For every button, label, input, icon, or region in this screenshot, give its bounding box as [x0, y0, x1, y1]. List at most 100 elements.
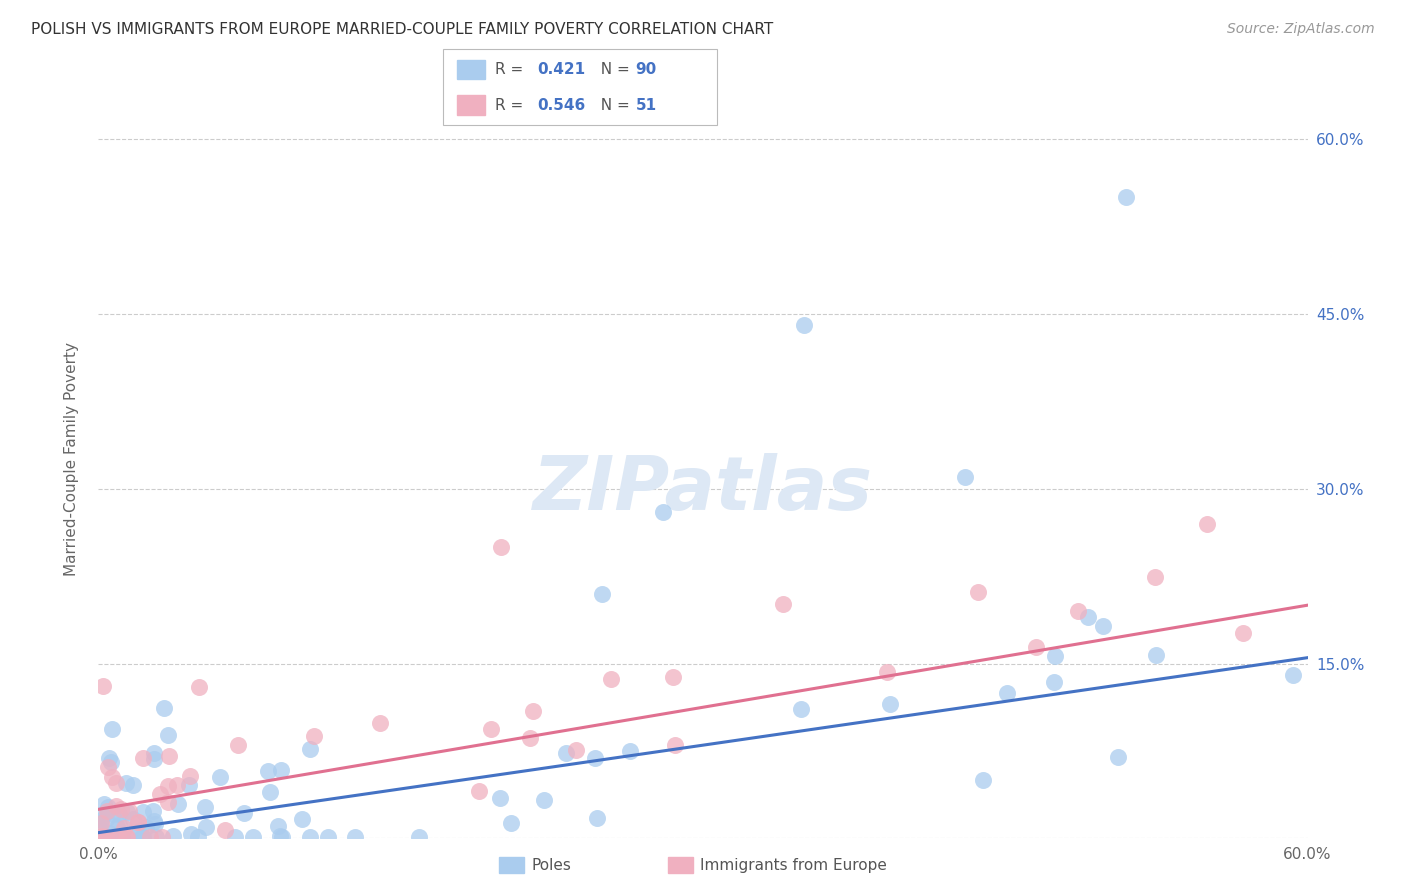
Point	[132, 805, 155, 819]
Point	[111, 830, 134, 845]
Point	[100, 830, 122, 845]
Point	[177, 777, 200, 791]
Point	[110, 802, 132, 816]
Text: Immigrants from Europe: Immigrants from Europe	[700, 858, 887, 872]
Point	[91, 830, 114, 845]
Point	[1107, 750, 1129, 764]
Point	[565, 743, 588, 757]
Point	[522, 704, 544, 718]
Point	[90, 830, 112, 845]
Point	[90, 830, 112, 845]
Point	[128, 823, 150, 838]
Point	[195, 820, 218, 834]
Point	[105, 775, 128, 789]
Y-axis label: Married-Couple Family Poverty: Married-Couple Family Poverty	[65, 343, 79, 576]
Point	[583, 750, 606, 764]
Text: R =: R =	[495, 98, 529, 112]
Point	[124, 830, 146, 845]
Point	[108, 807, 131, 822]
Point	[1025, 640, 1047, 654]
Text: 0.546: 0.546	[537, 98, 585, 112]
Point	[90, 830, 112, 845]
Point	[876, 665, 898, 680]
Point	[491, 540, 513, 554]
Point	[121, 778, 143, 792]
Point	[1282, 668, 1305, 682]
Point	[96, 804, 118, 818]
Point	[118, 805, 141, 819]
Point	[519, 731, 541, 745]
Point	[664, 738, 686, 752]
Point	[1144, 648, 1167, 663]
Point	[94, 830, 117, 845]
Point	[142, 804, 165, 818]
Point	[90, 830, 112, 845]
Point	[142, 746, 165, 760]
Point	[110, 830, 132, 845]
Point	[167, 797, 190, 812]
Point	[105, 820, 128, 834]
Point	[96, 800, 118, 814]
Point	[91, 679, 114, 693]
Point	[489, 791, 512, 805]
Point	[298, 741, 321, 756]
Point	[98, 830, 121, 845]
Point	[100, 755, 122, 769]
Point	[591, 586, 613, 600]
Point	[166, 778, 188, 792]
Point	[97, 826, 120, 840]
Point	[1043, 675, 1066, 690]
Point	[1067, 604, 1090, 618]
Text: 90: 90	[636, 62, 657, 77]
Text: R =: R =	[495, 62, 529, 77]
Point	[187, 830, 209, 845]
Point	[270, 830, 292, 845]
Point	[291, 812, 314, 826]
Point	[142, 752, 165, 766]
Point	[1232, 625, 1254, 640]
Point	[789, 702, 811, 716]
Point	[100, 830, 122, 845]
Point	[90, 813, 112, 827]
Point	[112, 821, 135, 835]
Point	[1092, 619, 1115, 633]
Point	[131, 830, 153, 845]
Point	[619, 744, 641, 758]
Point	[115, 830, 138, 845]
Point	[972, 772, 994, 787]
Point	[316, 830, 339, 845]
Text: Source: ZipAtlas.com: Source: ZipAtlas.com	[1227, 22, 1375, 37]
Point	[97, 751, 120, 765]
Point	[139, 830, 162, 845]
Point	[157, 748, 180, 763]
Point	[793, 318, 815, 333]
Point	[104, 799, 127, 814]
Point	[585, 811, 607, 825]
Point	[194, 799, 217, 814]
Text: POLISH VS IMMIGRANTS FROM EUROPE MARRIED-COUPLE FAMILY POVERTY CORRELATION CHART: POLISH VS IMMIGRANTS FROM EUROPE MARRIED…	[31, 22, 773, 37]
Point	[93, 797, 115, 812]
Point	[224, 830, 246, 845]
Point	[967, 585, 990, 599]
Point	[468, 784, 491, 798]
Point	[107, 830, 129, 845]
Point	[600, 672, 623, 686]
Point	[368, 715, 391, 730]
Point	[188, 680, 211, 694]
Point	[93, 805, 115, 820]
Text: ZIPatlas: ZIPatlas	[533, 453, 873, 526]
Point	[150, 830, 173, 845]
Point	[1195, 516, 1218, 531]
Point	[1143, 570, 1166, 584]
Point	[344, 830, 367, 845]
Point	[110, 830, 132, 845]
Point	[115, 805, 138, 819]
Point	[270, 763, 292, 777]
Point	[257, 764, 280, 779]
Point	[101, 770, 124, 784]
Point	[226, 738, 249, 752]
Text: 0.421: 0.421	[537, 62, 585, 77]
Point	[1115, 190, 1137, 204]
Point	[108, 818, 131, 832]
Point	[132, 751, 155, 765]
